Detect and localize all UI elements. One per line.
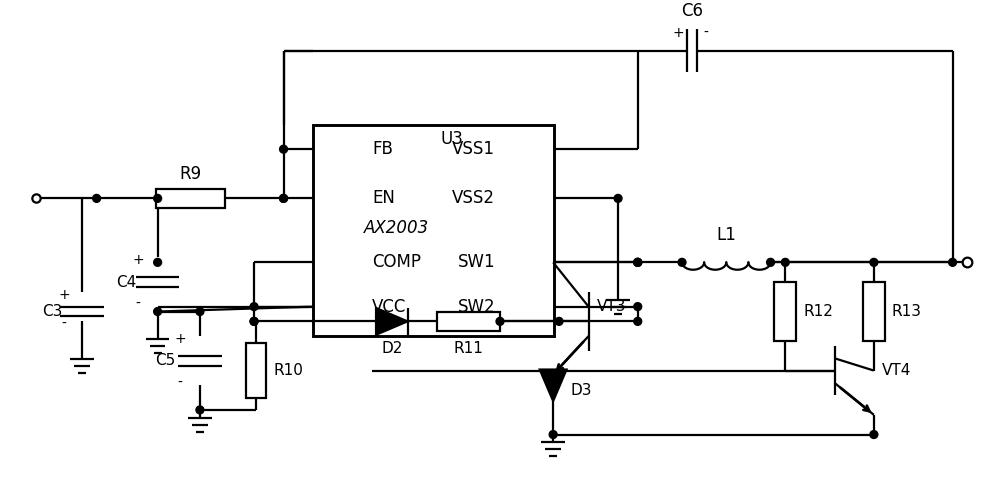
Text: VT3: VT3 bbox=[596, 299, 626, 314]
Text: -: - bbox=[62, 317, 67, 331]
Circle shape bbox=[280, 194, 287, 202]
Bar bbox=[156, 189, 225, 208]
Circle shape bbox=[280, 145, 287, 153]
Bar bbox=[313, 125, 554, 336]
Circle shape bbox=[870, 431, 878, 438]
Text: -: - bbox=[136, 297, 140, 311]
Circle shape bbox=[549, 431, 557, 438]
Circle shape bbox=[634, 318, 642, 326]
Text: R9: R9 bbox=[179, 165, 201, 183]
Circle shape bbox=[93, 194, 101, 202]
Text: VCC: VCC bbox=[372, 298, 406, 316]
Circle shape bbox=[634, 258, 642, 266]
Circle shape bbox=[154, 194, 162, 202]
Text: VT4: VT4 bbox=[882, 363, 911, 378]
Circle shape bbox=[154, 258, 162, 266]
Circle shape bbox=[614, 194, 622, 202]
Text: D2: D2 bbox=[381, 341, 402, 356]
Text: SW1: SW1 bbox=[457, 253, 495, 272]
Circle shape bbox=[250, 302, 258, 310]
Text: VSS2: VSS2 bbox=[452, 190, 495, 207]
Text: +: + bbox=[174, 332, 186, 346]
Circle shape bbox=[154, 307, 162, 316]
Circle shape bbox=[767, 258, 774, 266]
Text: +: + bbox=[672, 26, 684, 40]
Text: C4: C4 bbox=[116, 274, 136, 290]
Text: C5: C5 bbox=[155, 353, 176, 368]
Text: COMP: COMP bbox=[372, 253, 421, 272]
Text: C6: C6 bbox=[681, 2, 703, 21]
Circle shape bbox=[870, 258, 878, 266]
Text: FB: FB bbox=[372, 140, 393, 158]
Text: EN: EN bbox=[372, 190, 395, 207]
Circle shape bbox=[634, 258, 642, 266]
Text: R13: R13 bbox=[892, 304, 922, 319]
Text: +: + bbox=[58, 288, 70, 302]
Circle shape bbox=[196, 307, 204, 316]
Text: R10: R10 bbox=[274, 363, 304, 378]
Text: SW2: SW2 bbox=[457, 298, 495, 316]
Bar bbox=[246, 343, 266, 398]
Bar bbox=[437, 311, 500, 331]
Polygon shape bbox=[376, 308, 408, 335]
Text: R12: R12 bbox=[803, 304, 833, 319]
Text: +: + bbox=[132, 253, 144, 268]
Circle shape bbox=[781, 258, 789, 266]
Bar bbox=[863, 282, 885, 341]
Circle shape bbox=[555, 318, 563, 326]
Circle shape bbox=[250, 318, 258, 326]
Text: L1: L1 bbox=[716, 226, 736, 244]
Text: AX2003: AX2003 bbox=[364, 219, 429, 237]
Circle shape bbox=[949, 258, 957, 266]
Text: U3: U3 bbox=[441, 130, 464, 148]
Text: D3: D3 bbox=[571, 383, 592, 398]
Text: R11: R11 bbox=[454, 341, 483, 356]
Circle shape bbox=[634, 258, 642, 266]
Text: -: - bbox=[703, 26, 708, 40]
Text: -: - bbox=[178, 376, 183, 389]
Circle shape bbox=[634, 302, 642, 310]
Circle shape bbox=[280, 194, 287, 202]
Polygon shape bbox=[540, 370, 567, 401]
Text: VSS1: VSS1 bbox=[452, 140, 495, 158]
Text: C3: C3 bbox=[42, 304, 63, 319]
Circle shape bbox=[678, 258, 686, 266]
Bar bbox=[774, 282, 796, 341]
Circle shape bbox=[496, 318, 504, 326]
Circle shape bbox=[196, 406, 204, 414]
Circle shape bbox=[250, 318, 258, 326]
